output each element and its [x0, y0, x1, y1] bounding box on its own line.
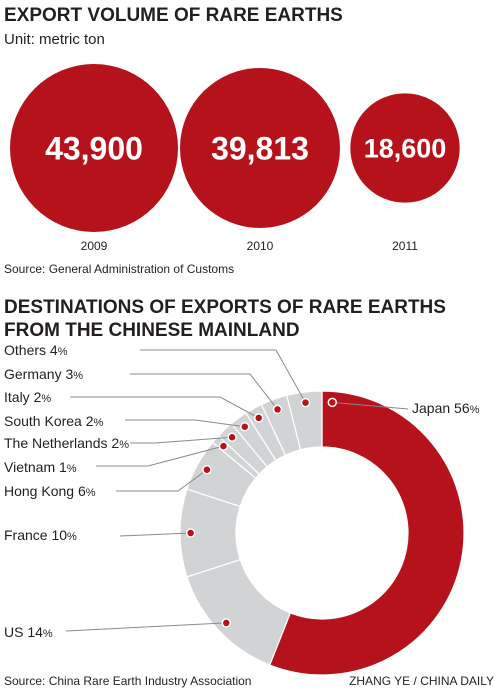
donut-label-value: 4 — [50, 342, 58, 358]
donut-label-the-netherlands: The Netherlands 2% — [4, 435, 129, 451]
donut-label-vietnam: Vietnam 1% — [4, 459, 77, 475]
bubble-year-label: 2011 — [392, 239, 418, 253]
leader-line — [140, 349, 306, 403]
donut-label-value: 2 — [34, 389, 42, 405]
label-marker-dot — [185, 528, 196, 538]
leader-line — [70, 396, 259, 419]
leader-line — [96, 445, 224, 467]
donut-label-italy: Italy 2% — [4, 389, 51, 405]
donut-label-value: 1 — [59, 459, 67, 475]
destinations-donut — [179, 390, 465, 676]
bubble-value-label: 18,600 — [364, 134, 447, 164]
donut-label-value: 10 — [51, 527, 67, 543]
donut-label-south-korea: South Korea 2% — [4, 413, 104, 429]
percent-sign: % — [86, 487, 96, 499]
label-marker-dot — [300, 397, 311, 408]
bubble-2011 — [350, 93, 460, 203]
volume-bubbles: 43,900 2009 39,813 2010 18,600 2011 — [10, 64, 460, 253]
donut-label-value: 3 — [65, 366, 73, 382]
percent-sign: % — [41, 393, 51, 405]
donut-label-value: 2 — [111, 435, 119, 451]
label-marker-dot — [272, 404, 283, 415]
leader-line — [332, 401, 409, 410]
destinations-chart-source: Source: China Rare Earth Industry Associ… — [4, 674, 251, 688]
donut-label-france: France 10% — [4, 527, 77, 543]
percent-sign: % — [119, 439, 129, 451]
donut-label-name: Italy — [4, 389, 34, 405]
donut-label-japan: Japan 56% — [412, 400, 480, 416]
donut-label-value: 56 — [454, 400, 470, 416]
volume-chart-source: Source: General Administration of Custom… — [4, 262, 234, 276]
bubble-value-label: 39,813 — [211, 131, 309, 167]
donut-label-germany: Germany 3% — [4, 366, 83, 382]
percent-sign: % — [67, 531, 77, 543]
label-marker-dot — [253, 413, 264, 423]
donut-label-name: Japan — [412, 400, 454, 416]
donut-label-value: 14 — [27, 624, 43, 640]
donut-label-name: Hong Kong — [4, 483, 78, 499]
leader-line — [125, 419, 245, 428]
bubble-2010 — [180, 68, 340, 228]
volume-chart-unit: Unit: metric ton — [4, 31, 105, 48]
percent-sign: % — [470, 404, 480, 416]
donut-label-name: Germany — [4, 366, 65, 382]
donut-label-value: 2 — [86, 413, 94, 429]
donut-slice-us — [186, 558, 292, 666]
leader-line — [119, 532, 191, 537]
donut-label-others: Others 4% — [4, 342, 68, 358]
destinations-chart-title-line1: DESTINATIONS OF EXPORTS OF RARE EARTHS — [4, 297, 446, 318]
percent-sign: % — [94, 417, 104, 429]
donut-label-hong-kong: Hong Kong 6% — [4, 483, 96, 499]
label-marker-dot — [327, 397, 338, 408]
label-marker-dot — [240, 421, 250, 432]
donut-label-name: Vietnam — [4, 459, 59, 475]
donut-label-name: US — [4, 624, 27, 640]
bubble-value-label: 43,900 — [45, 131, 143, 167]
percent-sign: % — [43, 628, 53, 640]
leader-line — [130, 373, 278, 410]
bubble-year-label: 2010 — [247, 239, 274, 253]
donut-label-value: 6 — [78, 483, 86, 499]
percent-sign: % — [73, 370, 83, 382]
donut-label-name: Others — [4, 342, 50, 358]
label-marker-dot — [218, 441, 229, 451]
percent-sign: % — [58, 346, 68, 358]
graphic-credit: ZHANG YE / CHINA DAILY — [349, 674, 494, 688]
leader-line — [130, 436, 233, 444]
donut-slice-others — [285, 390, 323, 451]
donut-label-name: France — [4, 527, 51, 543]
bubble-year-label: 2009 — [81, 239, 108, 253]
donut-label-us: US 14% — [4, 624, 53, 640]
label-marker-dot — [221, 618, 231, 628]
donut-slice-japan — [268, 390, 465, 676]
donut-label-name: The Netherlands — [4, 435, 111, 451]
label-marker-dot — [202, 464, 212, 475]
bubble-2009 — [10, 64, 178, 232]
label-marker-dot — [227, 432, 237, 442]
destinations-chart-title-line2: FROM THE CHINESE MAINLAND — [4, 320, 300, 341]
donut-label-name: South Korea — [4, 413, 86, 429]
destinations-labels: Japan 56%US 14%France 10%Hong Kong 6%Vie… — [4, 342, 480, 640]
percent-sign: % — [67, 463, 77, 475]
volume-chart-title: EXPORT VOLUME OF RARE EARTHS — [4, 5, 343, 26]
leader-line — [116, 469, 208, 492]
leader-line — [65, 622, 227, 632]
